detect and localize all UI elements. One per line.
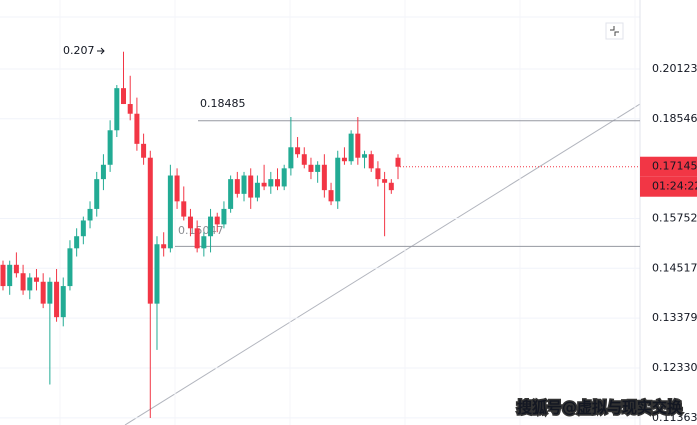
trendline	[124, 103, 641, 425]
scale-icon	[610, 26, 619, 36]
last-price-label: 0.17145	[652, 160, 697, 173]
candle-body	[100, 164, 106, 180]
y-tick-label: 0.13379	[652, 311, 697, 324]
candle-body	[328, 190, 334, 202]
y-tick-label: 0.18546	[652, 112, 697, 125]
candle-body	[194, 228, 200, 249]
y-tick-label: 0.15752	[652, 211, 697, 224]
y-tick-label: 0.20123	[652, 62, 697, 75]
candle-body	[261, 182, 267, 187]
countdown-label: 01:24:22	[652, 180, 697, 193]
candle-body	[13, 264, 19, 274]
candle-body	[87, 208, 93, 221]
candle-body	[181, 201, 187, 217]
arrow-head	[100, 47, 105, 55]
scale-button[interactable]	[605, 22, 624, 40]
candle-body	[388, 182, 394, 191]
candle-body	[27, 277, 33, 291]
candle-body	[315, 164, 321, 172]
candle-body	[121, 88, 127, 105]
candle-body	[201, 236, 207, 249]
candle-body	[295, 147, 301, 155]
watermark: 搜狐号@虚拟与现实交换	[517, 399, 683, 417]
candle-body	[375, 168, 381, 180]
countdown-box	[640, 176, 697, 197]
candle-body	[54, 281, 60, 318]
candle-body	[80, 220, 86, 237]
candle-body	[147, 157, 153, 304]
candle-body	[228, 179, 234, 209]
candle-body	[341, 157, 347, 162]
candle-body	[187, 216, 193, 229]
candle-body	[281, 168, 287, 187]
candle-body	[248, 175, 254, 198]
candle-body	[94, 179, 100, 209]
candle-body	[254, 182, 260, 198]
candle-body	[382, 179, 388, 183]
candle-body	[60, 286, 66, 318]
level-label: 0.18485	[200, 97, 246, 110]
candle-body	[174, 175, 180, 202]
candle-body	[234, 179, 240, 194]
y-tick-label: 0.11363	[652, 411, 697, 424]
candle-body	[127, 104, 133, 114]
candle-body	[154, 244, 160, 304]
candle-body	[221, 208, 227, 225]
y-tick-label: 0.14517	[652, 261, 697, 274]
candle-body	[7, 264, 13, 287]
candle-body	[301, 154, 307, 165]
candle-body	[47, 281, 53, 304]
candle-body	[355, 133, 361, 158]
candle-body	[33, 277, 39, 282]
candle-body	[268, 179, 274, 187]
candle-body	[288, 147, 294, 169]
y-tick-label: 0.12330	[652, 361, 697, 374]
candle-body	[20, 273, 26, 291]
candle-body	[308, 164, 314, 172]
candle-body	[348, 133, 354, 162]
high-label: 0.207	[63, 44, 95, 57]
candle-body	[274, 179, 280, 187]
candle-body	[241, 175, 247, 194]
candle-body	[321, 164, 327, 191]
candle-body	[368, 154, 374, 169]
last-price-box	[640, 156, 697, 177]
candle-body	[107, 130, 113, 165]
level-label: 0.15047	[178, 224, 224, 237]
candle-body	[335, 157, 341, 202]
candle-body	[134, 113, 140, 144]
candle-body	[67, 248, 73, 287]
candle-body	[0, 264, 6, 287]
candle-body	[161, 244, 167, 249]
candle-body	[141, 143, 147, 158]
candle-body	[208, 216, 214, 237]
candle-body	[362, 154, 368, 158]
candle-body	[167, 175, 173, 249]
candle-body	[214, 216, 220, 225]
candle-body	[114, 88, 120, 131]
candle-body	[40, 281, 46, 304]
candle-body	[74, 236, 80, 249]
candle-body	[395, 157, 401, 167]
